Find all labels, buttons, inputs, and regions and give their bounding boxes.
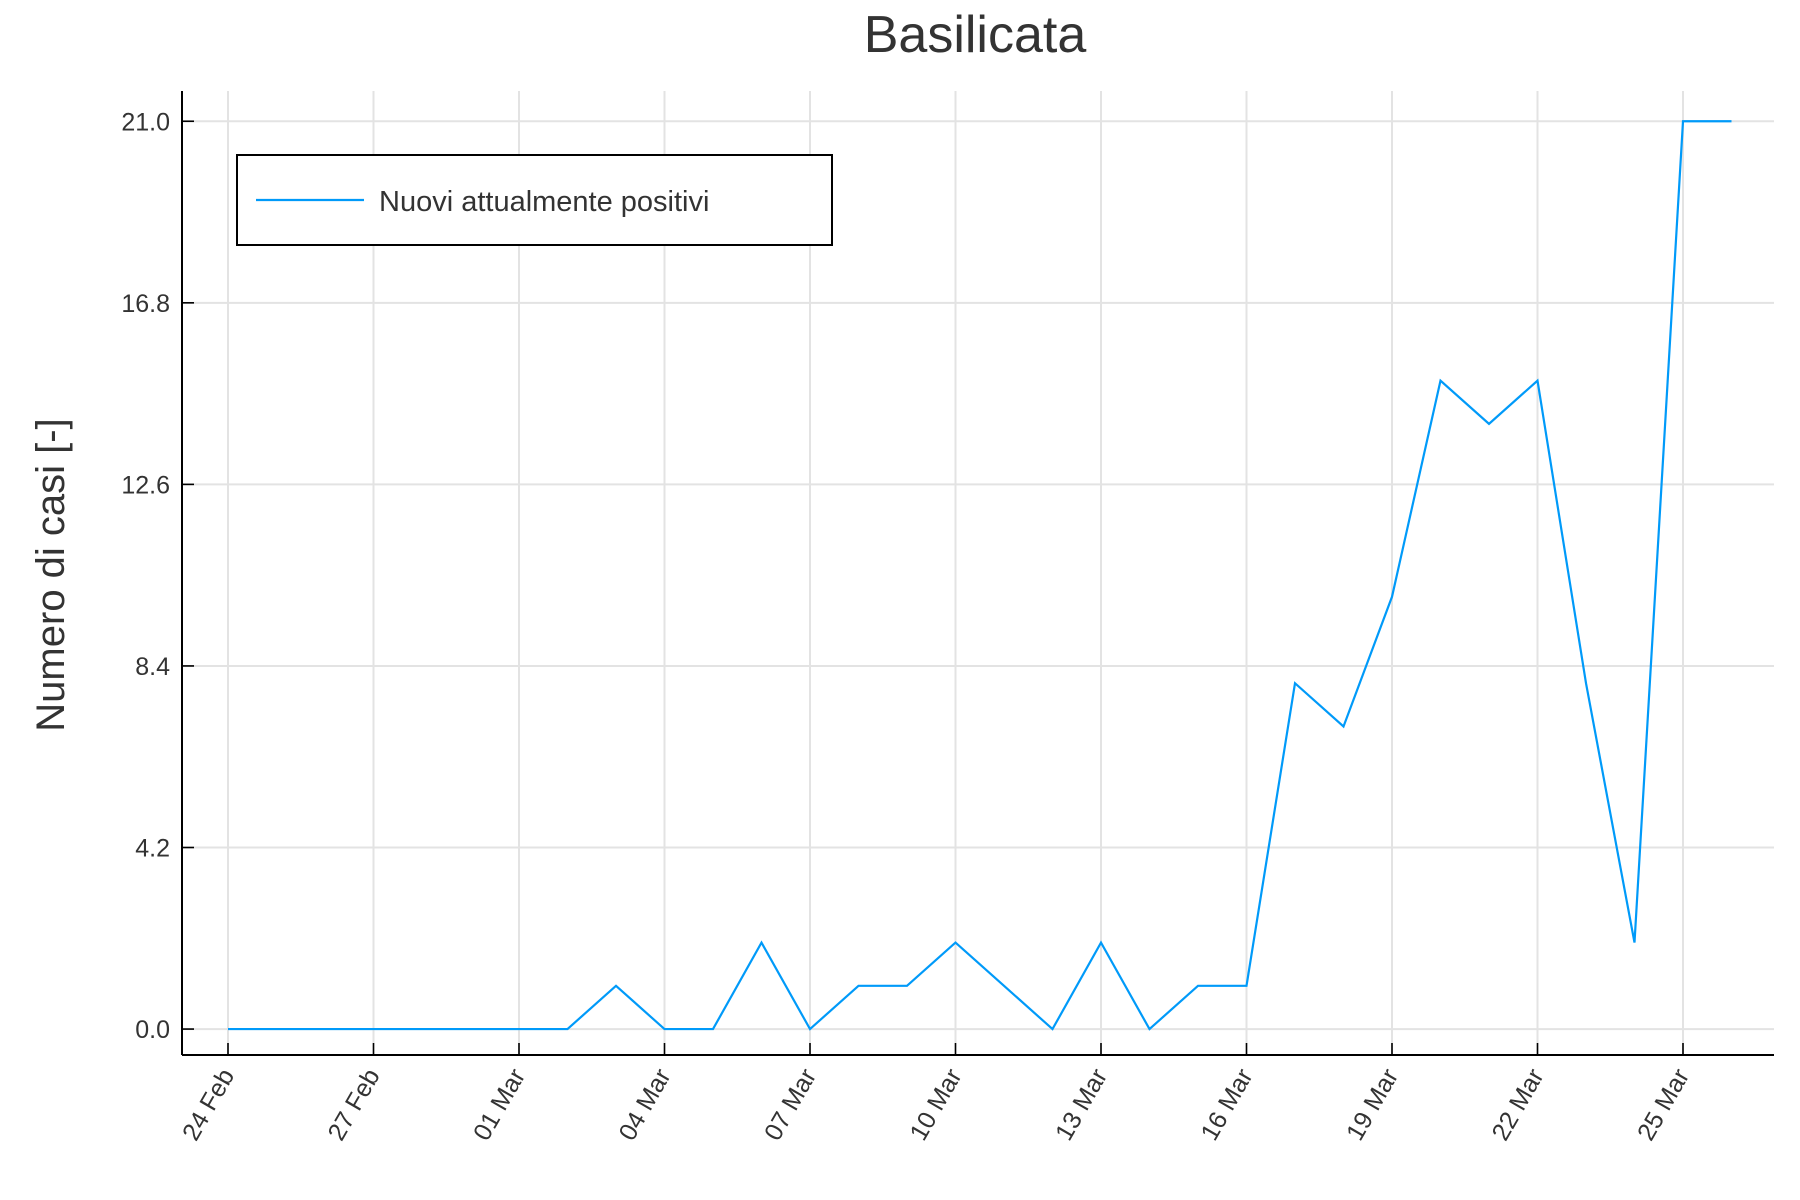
legend-label: Nuovi attualmente positivi [379,186,709,218]
series [228,120,1732,1031]
y-tick-label: 12.6 [121,471,170,499]
chart-title: Basilicata [864,6,1087,64]
y-axis-label: Numero di casi [-] [29,418,73,731]
y-tick-label: 8.4 [135,653,170,681]
y-tick-label: 16.8 [121,290,170,318]
series-line [228,120,1732,1031]
legend: Nuovi attualmente positivi [236,154,833,246]
y-tick-label: 4.2 [135,835,170,863]
axes [181,91,1774,1056]
grid [182,91,1774,1055]
y-tick-label: 21.0 [121,108,170,136]
y-tick-label: 0.0 [135,1016,170,1044]
